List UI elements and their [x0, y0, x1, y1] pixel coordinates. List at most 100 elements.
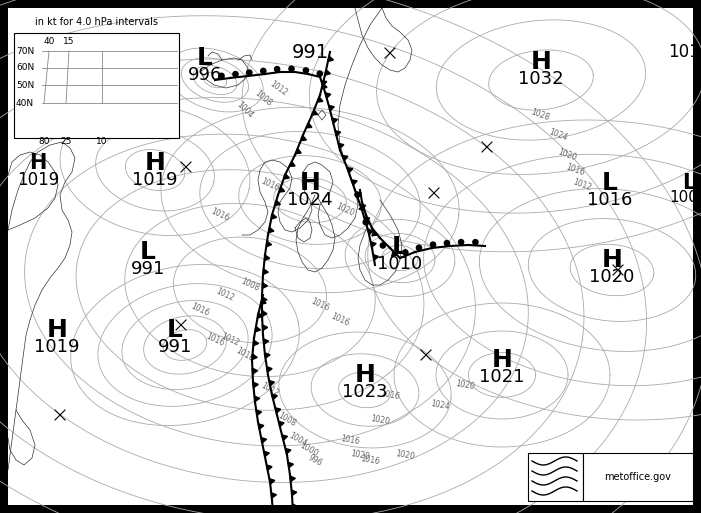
Polygon shape	[371, 242, 376, 247]
Text: 1024: 1024	[547, 127, 569, 143]
Polygon shape	[262, 325, 268, 330]
Text: 1019: 1019	[34, 338, 80, 356]
Text: 1024: 1024	[287, 191, 333, 209]
Text: in kt for 4.0 hPa intervals: in kt for 4.0 hPa intervals	[35, 17, 158, 27]
Circle shape	[472, 240, 478, 245]
Text: 996: 996	[188, 66, 222, 84]
Text: 1017: 1017	[668, 43, 701, 61]
Polygon shape	[255, 326, 261, 332]
Polygon shape	[266, 241, 271, 247]
Text: 1020: 1020	[557, 147, 578, 163]
Text: 1010: 1010	[377, 255, 423, 273]
Polygon shape	[262, 283, 268, 288]
Text: 1016: 1016	[259, 177, 280, 193]
Text: 1016: 1016	[205, 332, 226, 348]
Polygon shape	[271, 214, 277, 219]
Polygon shape	[253, 382, 258, 388]
Text: H: H	[46, 318, 67, 342]
Text: L: L	[392, 235, 408, 259]
Polygon shape	[261, 299, 266, 304]
Polygon shape	[275, 200, 280, 206]
Text: 1008: 1008	[276, 411, 298, 429]
Polygon shape	[264, 339, 268, 344]
Polygon shape	[263, 269, 268, 274]
Circle shape	[304, 68, 308, 73]
Polygon shape	[364, 217, 369, 222]
Circle shape	[416, 245, 421, 250]
Polygon shape	[368, 229, 374, 234]
Polygon shape	[301, 135, 306, 141]
Polygon shape	[312, 110, 318, 115]
Polygon shape	[292, 490, 297, 496]
Text: 1020: 1020	[455, 379, 475, 391]
Polygon shape	[279, 187, 285, 192]
Polygon shape	[335, 131, 341, 136]
Polygon shape	[275, 408, 280, 413]
Polygon shape	[328, 56, 334, 62]
Text: 1020: 1020	[590, 268, 634, 286]
Text: 1020: 1020	[369, 414, 390, 426]
Circle shape	[363, 220, 368, 225]
Text: 40N: 40N	[16, 98, 34, 108]
Circle shape	[444, 241, 449, 246]
Polygon shape	[292, 504, 298, 509]
Text: 1019: 1019	[132, 171, 178, 189]
Polygon shape	[290, 161, 295, 166]
Text: 1016: 1016	[189, 302, 210, 318]
Text: 1012: 1012	[268, 79, 288, 97]
Polygon shape	[272, 394, 278, 400]
Text: L: L	[682, 173, 695, 193]
Text: 1020: 1020	[334, 202, 355, 218]
Polygon shape	[262, 297, 267, 302]
Polygon shape	[347, 168, 353, 173]
Polygon shape	[269, 381, 275, 386]
Text: L: L	[197, 46, 213, 70]
Polygon shape	[339, 143, 343, 149]
Text: 1016: 1016	[380, 389, 400, 401]
Text: 1028: 1028	[529, 108, 550, 123]
Text: 991: 991	[131, 260, 165, 278]
Circle shape	[289, 66, 294, 71]
Text: 1023: 1023	[342, 383, 388, 401]
Text: 1020: 1020	[395, 449, 415, 461]
Text: L: L	[140, 240, 156, 264]
Text: 1016: 1016	[210, 207, 231, 223]
Text: 1008: 1008	[239, 277, 261, 293]
Polygon shape	[256, 410, 261, 416]
Polygon shape	[359, 205, 365, 210]
Polygon shape	[360, 205, 366, 210]
Bar	[14, 33, 179, 138]
Text: 80: 80	[39, 136, 50, 146]
Polygon shape	[252, 354, 257, 360]
Text: 1020: 1020	[350, 449, 370, 461]
Text: L: L	[602, 171, 618, 195]
Text: 10: 10	[96, 136, 108, 146]
Bar	[583, 453, 693, 501]
Polygon shape	[306, 123, 312, 128]
Polygon shape	[267, 367, 272, 372]
Circle shape	[219, 73, 224, 78]
Text: 1016: 1016	[360, 454, 380, 466]
Polygon shape	[290, 476, 295, 482]
Text: 1032: 1032	[518, 70, 564, 88]
Polygon shape	[351, 180, 357, 185]
Bar	[528, 453, 583, 501]
Text: H: H	[29, 153, 47, 173]
Polygon shape	[265, 353, 270, 358]
Text: 1012: 1012	[259, 381, 280, 399]
Polygon shape	[271, 492, 276, 498]
Text: 1016: 1016	[340, 434, 360, 446]
Polygon shape	[317, 97, 323, 102]
Polygon shape	[252, 368, 257, 373]
Text: 1004: 1004	[235, 100, 255, 120]
Text: 996: 996	[306, 452, 324, 467]
Polygon shape	[273, 506, 278, 512]
Polygon shape	[268, 227, 274, 233]
Polygon shape	[269, 479, 275, 484]
Polygon shape	[392, 251, 397, 256]
Text: 1016: 1016	[234, 346, 256, 364]
Text: 15: 15	[63, 36, 75, 46]
Circle shape	[275, 67, 280, 72]
Text: 1008: 1008	[253, 88, 273, 108]
Polygon shape	[262, 311, 267, 317]
